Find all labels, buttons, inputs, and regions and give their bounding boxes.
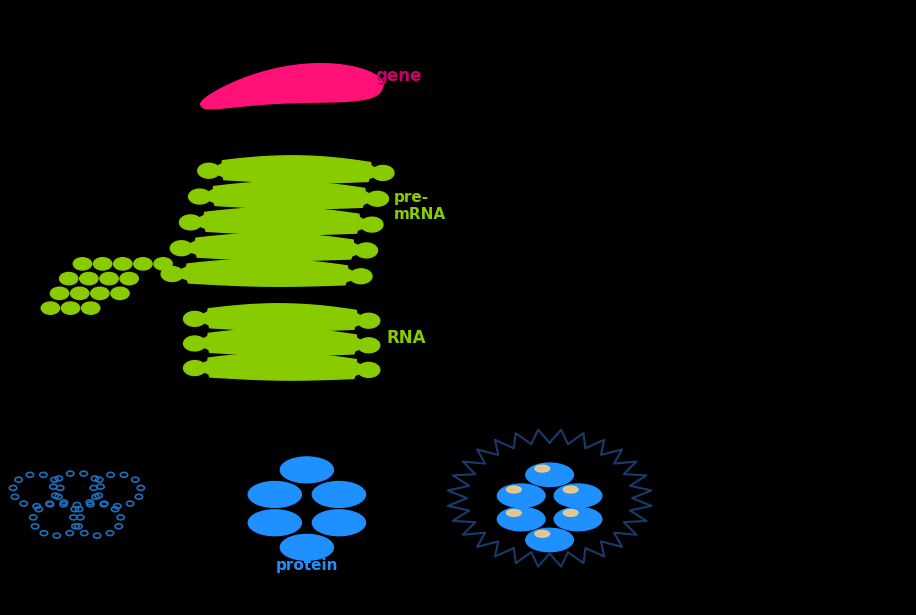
- Ellipse shape: [563, 486, 578, 493]
- Ellipse shape: [497, 507, 545, 531]
- Circle shape: [80, 272, 98, 285]
- Polygon shape: [209, 156, 383, 183]
- Circle shape: [82, 302, 100, 314]
- Ellipse shape: [535, 530, 550, 538]
- Ellipse shape: [554, 484, 602, 507]
- Ellipse shape: [248, 510, 301, 536]
- Circle shape: [120, 272, 138, 285]
- Polygon shape: [189, 189, 211, 204]
- Polygon shape: [180, 215, 202, 230]
- Polygon shape: [194, 304, 368, 331]
- Ellipse shape: [312, 510, 365, 536]
- Polygon shape: [183, 360, 206, 376]
- Circle shape: [71, 287, 89, 300]
- Circle shape: [73, 258, 92, 270]
- Text: protein: protein: [276, 558, 338, 573]
- Circle shape: [50, 287, 69, 300]
- Circle shape: [154, 258, 172, 270]
- Polygon shape: [170, 241, 192, 256]
- Circle shape: [114, 258, 132, 270]
- Polygon shape: [181, 233, 366, 261]
- Polygon shape: [194, 328, 368, 355]
- Polygon shape: [357, 313, 380, 328]
- Polygon shape: [194, 353, 368, 380]
- Text: RNA: RNA: [387, 329, 426, 347]
- Circle shape: [60, 272, 78, 285]
- Ellipse shape: [507, 486, 521, 493]
- Ellipse shape: [526, 528, 573, 552]
- Circle shape: [134, 258, 152, 270]
- Polygon shape: [372, 165, 394, 180]
- Ellipse shape: [563, 509, 578, 517]
- Polygon shape: [201, 64, 383, 109]
- Ellipse shape: [535, 466, 550, 472]
- Polygon shape: [357, 338, 380, 353]
- Ellipse shape: [280, 457, 333, 483]
- Ellipse shape: [248, 482, 301, 507]
- Ellipse shape: [507, 509, 521, 517]
- Circle shape: [93, 258, 112, 270]
- Polygon shape: [183, 311, 206, 327]
- Text: gene: gene: [376, 66, 422, 85]
- Polygon shape: [350, 269, 372, 284]
- Circle shape: [100, 272, 118, 285]
- Polygon shape: [355, 243, 377, 258]
- Polygon shape: [191, 207, 372, 235]
- Ellipse shape: [280, 534, 333, 560]
- Polygon shape: [357, 362, 380, 378]
- Circle shape: [91, 287, 109, 300]
- Polygon shape: [366, 191, 388, 206]
- Polygon shape: [198, 164, 220, 178]
- Polygon shape: [172, 259, 361, 287]
- Polygon shape: [161, 267, 183, 282]
- Circle shape: [61, 302, 80, 314]
- Ellipse shape: [497, 484, 545, 507]
- Polygon shape: [200, 181, 377, 209]
- Circle shape: [41, 302, 60, 314]
- Polygon shape: [183, 336, 206, 351]
- Ellipse shape: [526, 463, 573, 486]
- Polygon shape: [361, 217, 383, 232]
- Ellipse shape: [312, 482, 365, 507]
- Circle shape: [111, 287, 129, 300]
- Ellipse shape: [554, 507, 602, 531]
- Text: pre-
mRNA: pre- mRNA: [394, 190, 446, 222]
